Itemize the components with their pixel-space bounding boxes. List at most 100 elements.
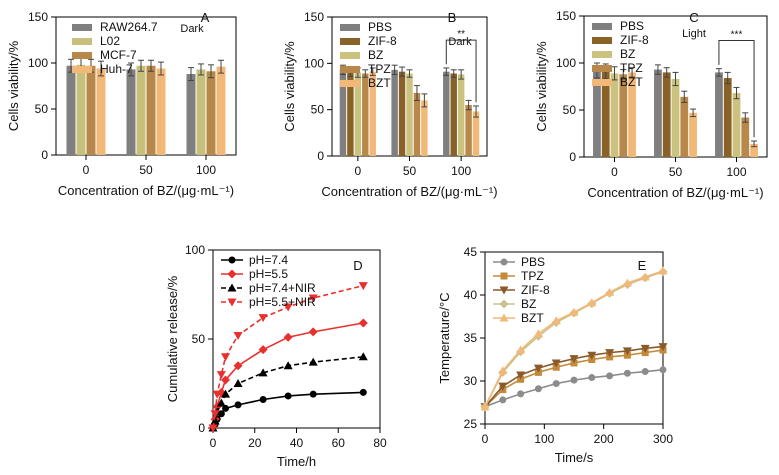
bar — [216, 66, 226, 155]
legend-label: pH=5.5 — [249, 267, 288, 281]
y-tick-label: 150 — [556, 9, 576, 23]
data-point — [587, 298, 597, 307]
bar — [398, 71, 406, 156]
bar — [654, 69, 662, 157]
bar — [369, 71, 376, 156]
bar — [450, 73, 457, 156]
data-point — [499, 396, 507, 404]
data-point — [569, 355, 579, 364]
data-point — [228, 256, 236, 264]
y-axis-label: Cumulative release/% — [165, 275, 180, 402]
x-tick-label: 50 — [669, 165, 683, 179]
data-point — [283, 332, 293, 342]
bar — [76, 64, 86, 155]
data-point — [480, 402, 490, 411]
bar — [354, 72, 362, 156]
data-point — [233, 331, 243, 340]
data-point — [551, 316, 561, 325]
data-point — [283, 303, 293, 312]
bar — [680, 96, 689, 157]
data-point — [534, 385, 542, 393]
y-tick-label: 150 — [28, 10, 48, 24]
data-point — [640, 272, 650, 281]
legend-swatch — [592, 65, 612, 72]
bar — [457, 74, 465, 156]
data-point — [605, 287, 615, 296]
bar — [750, 143, 758, 157]
x-tick-label: 100 — [534, 432, 554, 446]
y-tick-label: 50 — [563, 103, 577, 117]
y-tick-label: 40 — [464, 288, 478, 302]
data-point — [227, 283, 237, 292]
bar — [186, 74, 196, 155]
legend-label: PBS — [368, 20, 392, 34]
y-tick-label: 150 — [304, 10, 324, 24]
y-tick-label: 25 — [464, 417, 478, 431]
y-tick-label: 100 — [304, 56, 324, 70]
bar — [339, 69, 347, 156]
x-tick-label: 20 — [248, 436, 262, 450]
legend-label: TPZ — [521, 269, 544, 283]
y-tick-label: 35 — [464, 331, 478, 345]
data-point — [622, 347, 632, 356]
data-point — [259, 396, 267, 404]
data-point — [358, 352, 368, 361]
data-point — [499, 299, 509, 309]
data-point — [622, 278, 632, 287]
data-point — [552, 380, 560, 388]
data-point — [498, 366, 508, 375]
x-tick-label: 0 — [611, 165, 618, 179]
panel-letter: B — [448, 10, 457, 25]
y-tick-label: 100 — [185, 243, 205, 257]
data-point — [659, 366, 667, 374]
y-axis-label: Cells viability/% — [282, 41, 297, 132]
x-tick-label: 300 — [653, 432, 673, 446]
x-tick-label: 50 — [139, 163, 153, 177]
data-point — [309, 390, 317, 398]
bar — [671, 78, 680, 157]
legend-label: MCF-7 — [100, 48, 137, 62]
bar — [610, 73, 619, 157]
bar — [732, 93, 741, 157]
series-line — [484, 270, 664, 408]
y-tick-label: 0 — [41, 148, 48, 162]
data-point — [210, 416, 220, 425]
significance-bracket — [718, 39, 755, 138]
y-tick-label: 50 — [192, 332, 206, 346]
data-point — [658, 343, 668, 352]
legend-label: L02 — [100, 34, 120, 48]
y-tick-label: 0 — [569, 150, 576, 164]
legend-label: pH=5.5+NIR — [249, 295, 316, 309]
data-point — [208, 424, 218, 433]
bar — [391, 69, 398, 156]
x-tick-label: 0 — [482, 432, 489, 446]
y-axis-label: Cells viability/% — [6, 40, 21, 131]
data-point — [516, 371, 526, 380]
bar — [628, 72, 636, 157]
bar — [126, 69, 136, 155]
legend-label: BZT — [620, 75, 643, 89]
legend-swatch — [72, 66, 92, 73]
bar — [86, 65, 96, 155]
bar — [96, 68, 106, 155]
legend-label: BZ — [368, 48, 383, 62]
data-point — [258, 345, 268, 355]
bar — [465, 105, 472, 156]
panel-letter: D — [353, 258, 362, 273]
data-point — [227, 298, 237, 307]
legend-swatch — [340, 66, 360, 73]
data-point — [499, 286, 509, 295]
bar — [601, 71, 610, 157]
bar — [347, 71, 354, 156]
bar — [443, 71, 450, 156]
data-point — [551, 359, 561, 368]
legend-label: PBS — [521, 255, 545, 269]
x-tick-label: 100 — [451, 164, 471, 178]
data-point — [358, 318, 368, 328]
data-point — [498, 382, 508, 391]
legend-swatch — [592, 37, 612, 44]
data-point — [623, 369, 631, 377]
